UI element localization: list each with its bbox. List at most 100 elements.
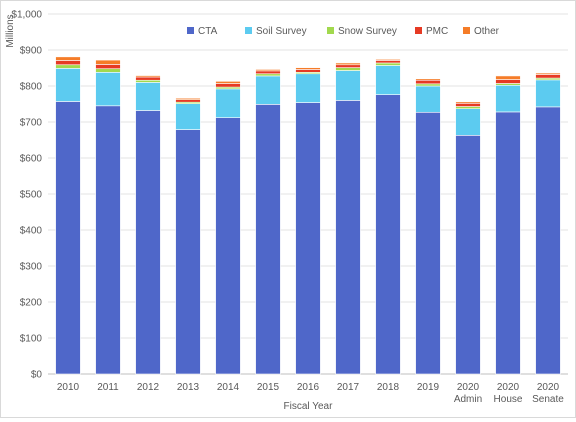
bar-segment-cta: [95, 105, 121, 375]
x-tick-label: 2011: [97, 382, 119, 393]
legend-label: Snow Survey: [338, 26, 397, 37]
bar-segment-pmc: [375, 60, 401, 64]
bar-segment-pmc: [175, 99, 201, 103]
bar-segment-other: [295, 67, 321, 70]
bar-segment-snow-survey: [135, 79, 161, 83]
legend-swatch: [187, 27, 194, 34]
bar-segment-pmc: [455, 102, 481, 107]
x-tick-label: 2019: [417, 382, 440, 393]
legend-swatch: [245, 27, 252, 34]
y-tick-label: $0: [31, 370, 43, 381]
x-tick-label: 2015: [257, 382, 280, 393]
legend-swatch: [327, 27, 334, 34]
legend-label: Soil Survey: [256, 26, 307, 37]
bar-segment-other: [175, 97, 201, 100]
bar-segment-cta: [335, 100, 361, 375]
legend-swatch: [415, 27, 422, 34]
bar-segment-soil-survey: [255, 75, 281, 105]
bar-segment-soil-survey: [55, 68, 81, 102]
x-axis-ticks: 2010 2011 2012 2013 2014 2015 2016 2017 2018 2019…: [57, 382, 564, 405]
y-tick-label: $300: [20, 262, 43, 273]
y-tick-label: $900: [20, 46, 43, 57]
bar-segment-soil-survey: [415, 85, 441, 113]
bar-segment-cta: [495, 111, 521, 375]
y-tick-label: $500: [20, 190, 43, 201]
x-tick-label: 2020: [457, 382, 480, 393]
bar-segment-cta: [215, 117, 241, 375]
bar-segment-cta: [295, 102, 321, 375]
bar-segment-other: [535, 72, 561, 75]
x-axis-title: Fiscal Year: [284, 401, 334, 412]
bar-segment-pmc: [55, 60, 81, 66]
bar-segment-cta: [535, 106, 561, 375]
legend-label: PMC: [426, 26, 448, 37]
bar-segment-cta: [135, 110, 161, 375]
bar-segment-soil-survey: [495, 84, 521, 113]
y-axis-ticks: $0 $100 $200 $300 $400 $500 $600 $700 $800 $900 $1…: [11, 10, 42, 381]
bar-segment-other: [55, 56, 81, 61]
bar-segment-pmc: [135, 76, 161, 81]
bar-segment-cta: [55, 101, 81, 375]
x-tick-label: Admin: [454, 394, 482, 405]
x-tick-label: 2020: [497, 382, 520, 393]
y-tick-label: $400: [20, 226, 43, 237]
x-tick-label: House: [494, 394, 523, 405]
bar-segment-snow-survey: [375, 62, 401, 66]
bar-segment-soil-survey: [295, 73, 321, 103]
x-tick-label: 2016: [297, 382, 320, 393]
bar-segment-pmc: [295, 69, 321, 73]
bar-segment-soil-survey: [215, 88, 241, 118]
legend-label: Other: [474, 26, 500, 37]
bar-segment-cta: [255, 104, 281, 375]
x-tick-label: Senate: [532, 394, 564, 405]
x-tick-label: 2013: [177, 382, 200, 393]
y-tick-label: $200: [20, 298, 43, 309]
y-tick-label: $100: [20, 334, 43, 345]
bar-segment-snow-survey: [415, 83, 441, 87]
bar-segment-cta: [375, 94, 401, 375]
bar-segment-other: [335, 62, 361, 66]
x-tick-label: 2017: [337, 382, 360, 393]
x-tick-label: 2018: [377, 382, 400, 393]
bar-segment-snow-survey: [455, 106, 481, 109]
bar-segment-snow-survey: [255, 73, 281, 77]
bar-segment-pmc: [335, 64, 361, 68]
x-tick-label: 2012: [137, 382, 160, 393]
bar-segment-cta: [175, 129, 201, 375]
bar-segment-other: [495, 75, 521, 80]
y-tick-label: $700: [20, 118, 43, 129]
bar-segment-pmc: [415, 79, 441, 85]
bar-segment-other: [375, 59, 401, 61]
bar-segment-other: [135, 75, 161, 78]
bar-segment-snow-survey: [95, 68, 121, 73]
bar-segment-soil-survey: [95, 72, 121, 107]
y-axis-title: Millions: [5, 14, 16, 47]
bar-segment-other: [95, 59, 121, 65]
bar-segment-cta: [415, 111, 441, 375]
bar-segment-pmc: [215, 83, 241, 88]
bars: [55, 56, 561, 375]
bar-segment-other: [215, 81, 241, 84]
x-tick-label: 2020: [537, 382, 560, 393]
bar-segment-other: [415, 78, 441, 81]
bar-segment-other: [455, 101, 481, 104]
bar-segment-soil-survey: [175, 103, 201, 130]
bar-segment-pmc: [255, 70, 281, 75]
bar-segment-snow-survey: [55, 64, 81, 69]
y-tick-label: $1,000: [11, 10, 42, 21]
x-tick-label: 2010: [57, 382, 80, 393]
legend: CTA Soil Survey Snow Survey PMC Other: [187, 26, 500, 37]
bar-segment-soil-survey: [375, 65, 401, 95]
bar-segment-snow-survey: [335, 67, 361, 71]
legend-swatch: [463, 27, 470, 34]
bar-segment-soil-survey: [135, 82, 161, 111]
bar-segment-soil-survey: [535, 79, 561, 108]
bar-segment-soil-survey: [335, 70, 361, 101]
legend-label: CTA: [198, 26, 218, 37]
y-tick-label: $600: [20, 154, 43, 165]
bar-segment-pmc: [495, 79, 521, 84]
x-tick-label: 2014: [217, 382, 240, 393]
bar-segment-pmc: [95, 64, 121, 70]
